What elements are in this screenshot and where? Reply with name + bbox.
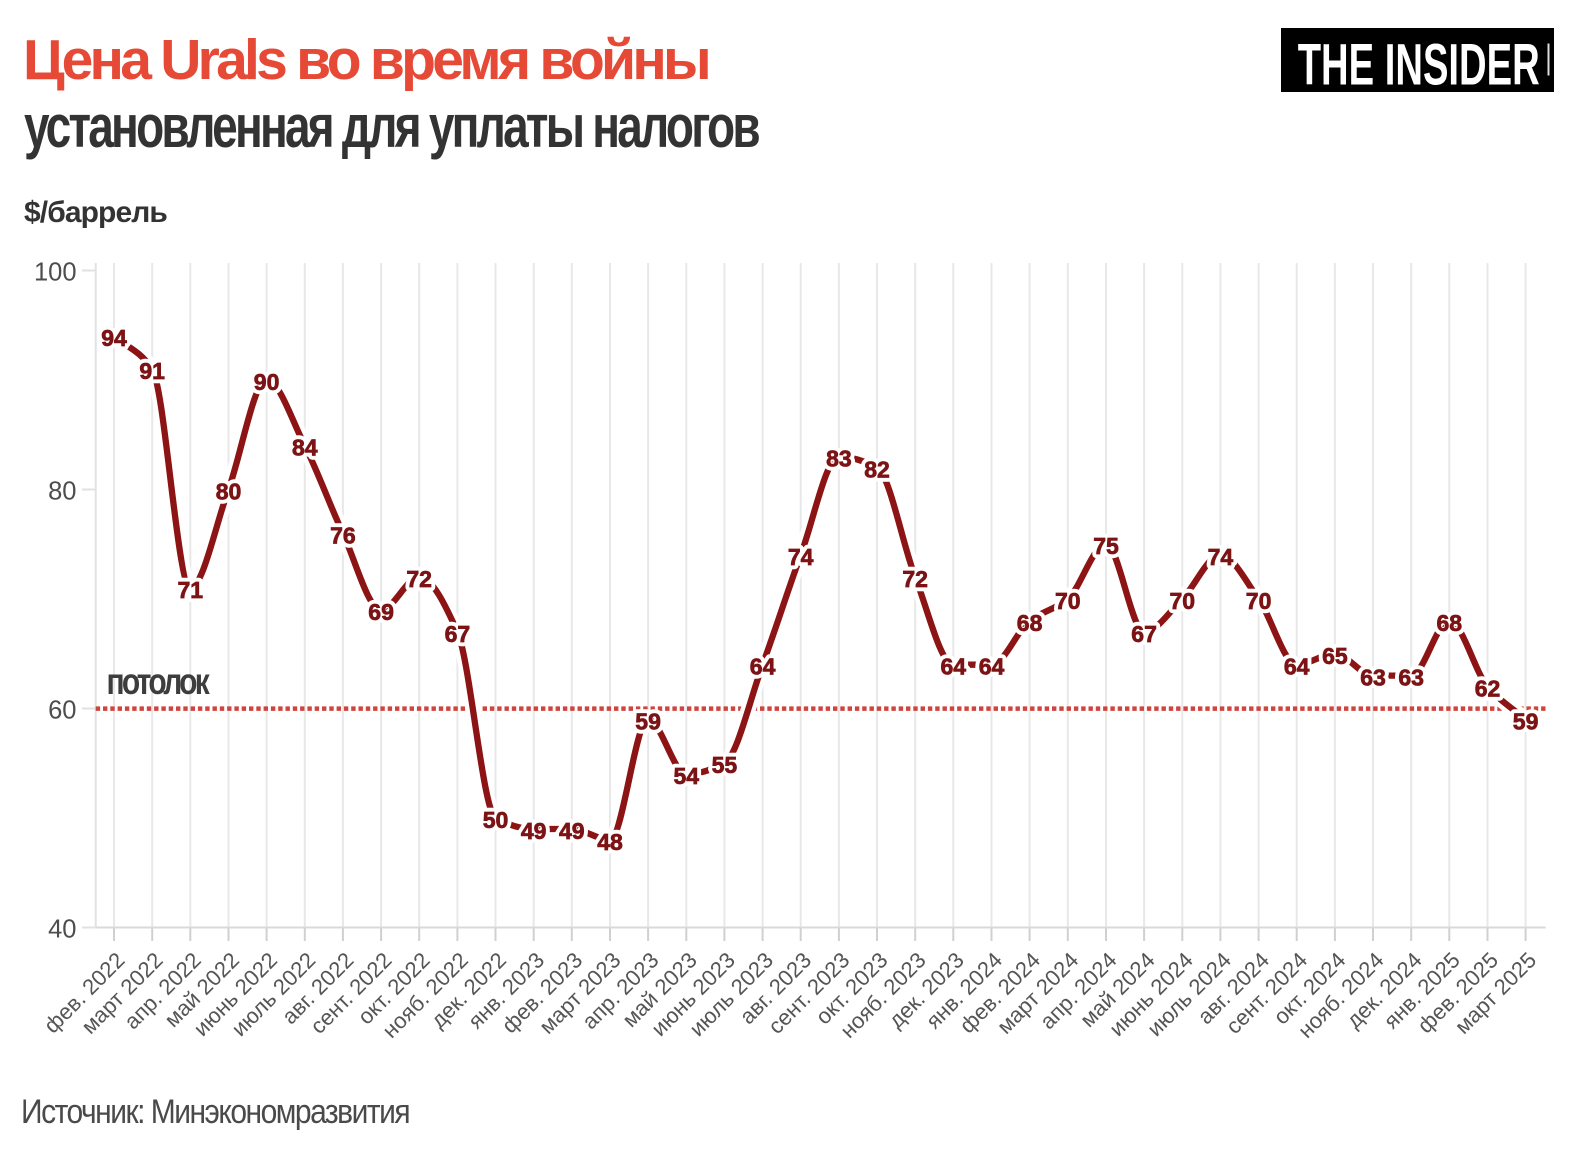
svg-text:59: 59 [635, 709, 661, 735]
svg-text:49: 49 [521, 818, 547, 844]
svg-text:94: 94 [101, 325, 127, 351]
svg-text:70: 70 [1055, 588, 1081, 614]
svg-text:84: 84 [292, 435, 318, 461]
svg-text:91: 91 [139, 358, 165, 384]
svg-text:74: 74 [788, 544, 814, 570]
svg-text:48: 48 [597, 829, 623, 855]
svg-text:64: 64 [979, 654, 1005, 680]
svg-text:67: 67 [445, 621, 471, 647]
svg-text:84: 84 [292, 435, 318, 461]
svg-text:68: 68 [1437, 610, 1463, 636]
svg-text:72: 72 [406, 566, 432, 592]
svg-text:64: 64 [1284, 654, 1310, 680]
svg-text:59: 59 [635, 709, 661, 735]
svg-text:49: 49 [559, 818, 585, 844]
svg-text:74: 74 [788, 544, 814, 570]
svg-text:64: 64 [941, 654, 967, 680]
svg-text:68: 68 [1017, 610, 1043, 636]
svg-text:75: 75 [1093, 533, 1119, 559]
svg-text:76: 76 [330, 522, 356, 548]
svg-text:67: 67 [445, 621, 471, 647]
svg-text:94: 94 [101, 325, 127, 351]
svg-text:69: 69 [368, 599, 394, 625]
svg-text:55: 55 [712, 752, 738, 778]
svg-text:54: 54 [674, 763, 700, 789]
svg-text:75: 75 [1093, 533, 1119, 559]
svg-text:63: 63 [1360, 665, 1386, 691]
svg-text:90: 90 [254, 369, 280, 395]
svg-text:65: 65 [1322, 643, 1348, 669]
svg-text:59: 59 [1513, 709, 1539, 735]
svg-text:80: 80 [216, 479, 242, 505]
svg-text:64: 64 [750, 654, 776, 680]
svg-text:70: 70 [1246, 588, 1272, 614]
svg-text:62: 62 [1475, 676, 1501, 702]
svg-text:50: 50 [483, 807, 509, 833]
svg-text:59: 59 [1513, 709, 1539, 735]
svg-text:70: 70 [1246, 588, 1272, 614]
svg-text:68: 68 [1437, 610, 1463, 636]
svg-text:49: 49 [521, 818, 547, 844]
svg-text:54: 54 [674, 763, 700, 789]
svg-text:90: 90 [254, 369, 280, 395]
svg-text:80: 80 [48, 478, 76, 506]
svg-text:69: 69 [368, 599, 394, 625]
svg-text:64: 64 [979, 654, 1005, 680]
svg-text:83: 83 [826, 446, 852, 472]
svg-text:72: 72 [902, 566, 928, 592]
svg-text:74: 74 [1208, 544, 1234, 570]
svg-text:70: 70 [1055, 588, 1081, 614]
svg-text:64: 64 [1284, 654, 1310, 680]
svg-text:40: 40 [48, 916, 76, 944]
svg-text:63: 63 [1360, 665, 1386, 691]
svg-text:72: 72 [902, 566, 928, 592]
svg-text:63: 63 [1398, 665, 1424, 691]
svg-text:100: 100 [34, 259, 77, 287]
svg-text:64: 64 [941, 654, 967, 680]
svg-text:70: 70 [1170, 588, 1196, 614]
svg-text:67: 67 [1131, 621, 1157, 647]
svg-text:68: 68 [1017, 610, 1043, 636]
svg-text:48: 48 [597, 829, 623, 855]
svg-text:82: 82 [864, 457, 890, 483]
svg-text:60: 60 [48, 697, 76, 725]
svg-text:55: 55 [712, 752, 738, 778]
svg-text:64: 64 [750, 654, 776, 680]
svg-text:76: 76 [330, 522, 356, 548]
svg-text:потолок: потолок [107, 661, 210, 703]
svg-text:72: 72 [406, 566, 432, 592]
svg-text:49: 49 [559, 818, 585, 844]
svg-text:THE INSIDER: THE INSIDER [1298, 34, 1540, 98]
svg-text:74: 74 [1208, 544, 1234, 570]
svg-text:65: 65 [1322, 643, 1348, 669]
svg-text:70: 70 [1170, 588, 1196, 614]
svg-text:62: 62 [1475, 676, 1501, 702]
svg-text:91: 91 [139, 358, 165, 384]
svg-text:63: 63 [1398, 665, 1424, 691]
svg-text:71: 71 [178, 577, 204, 603]
svg-text:80: 80 [216, 479, 242, 505]
svg-text:83: 83 [826, 446, 852, 472]
svg-text:67: 67 [1131, 621, 1157, 647]
svg-text:71: 71 [178, 577, 204, 603]
svg-text:82: 82 [864, 457, 890, 483]
svg-text:50: 50 [483, 807, 509, 833]
